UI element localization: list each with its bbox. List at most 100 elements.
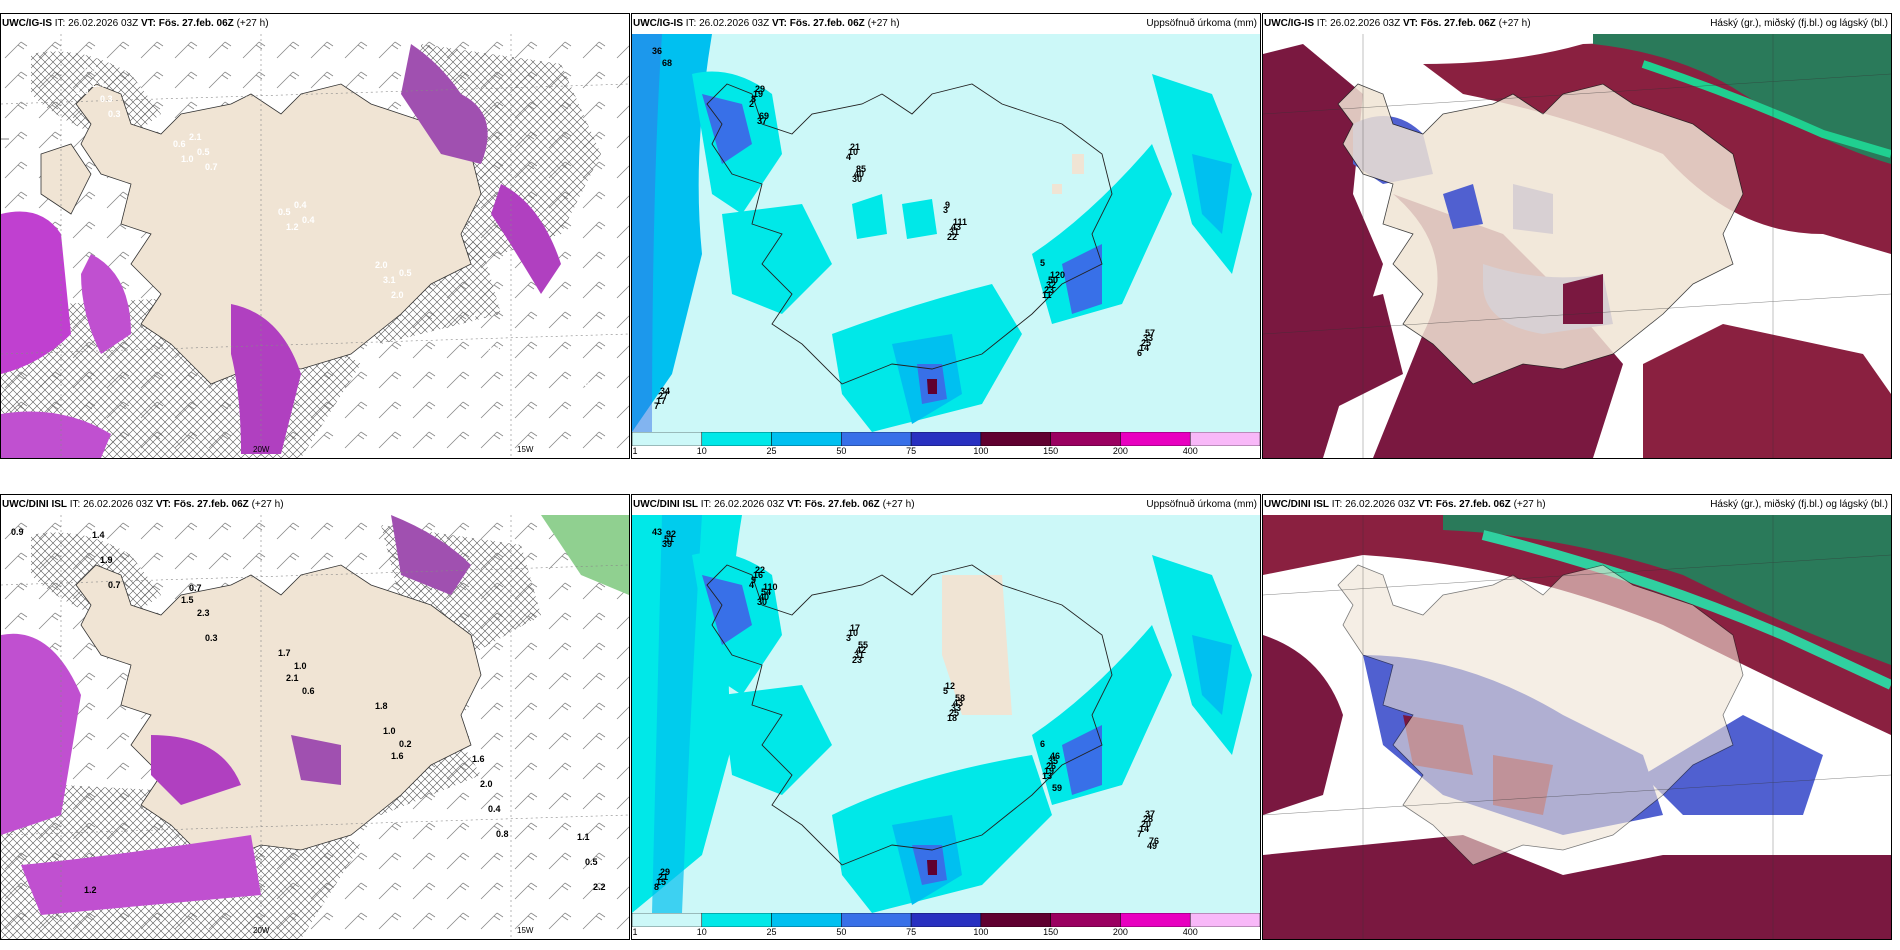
- panel-title: Uppsöfnuð úrkoma (mm): [1146, 18, 1257, 29]
- map-value-label: 3: [846, 633, 851, 643]
- map-value-label: 29: [660, 867, 670, 877]
- lead-time: (+27 h): [251, 499, 284, 510]
- map-value-label: 46: [1050, 751, 1060, 761]
- map-value-label: 3: [943, 205, 948, 215]
- map-value-label: 0.4: [593, 411, 606, 421]
- colorbar-swatch: [841, 432, 912, 446]
- map-value-label: 25: [1141, 338, 1151, 348]
- colorbar-swatch: [1120, 913, 1191, 927]
- map-value-label: 0.5: [278, 207, 291, 217]
- vt-label: VT:: [786, 499, 802, 510]
- colorbar-label: 1: [632, 446, 638, 456]
- precip-labels: 0.9 0.7 0.3 0.6 0.2 0.8 2.2 1.9 2.3 1.0 1.6 0.4 0.5 1…: [11, 527, 606, 895]
- map-value-label: 2.2: [593, 882, 606, 892]
- it-label: IT:: [700, 499, 712, 510]
- panel-dini-wind: UWC/DINI ISL IT: 26.02.2026 03Z VT: Fös.…: [0, 494, 630, 940]
- map-value-label: 37: [757, 116, 767, 126]
- map-value-label: 9: [945, 200, 950, 210]
- map-value-label: 43: [953, 698, 963, 708]
- init-time: 26.02.2026 03Z: [1345, 499, 1416, 510]
- colorbar-swatch: [1050, 432, 1121, 446]
- panel-header: UWC/IG-IS IT: 26.02.2026 03Z VT: Fös. 27…: [1263, 14, 1891, 34]
- map-value-label: 0.9: [84, 64, 97, 74]
- map-value-label: 40: [854, 169, 864, 179]
- colorbar-label: 25: [766, 927, 777, 937]
- map-value-label: 33: [1143, 333, 1153, 343]
- map-value-label: 68: [662, 58, 672, 68]
- map-value-label: 3.1: [383, 275, 396, 285]
- it-label: IT:: [54, 18, 66, 29]
- map-value-label: 36: [652, 46, 662, 56]
- map-value-label: 111: [953, 217, 967, 227]
- colorbar-label: 150: [1043, 446, 1059, 456]
- panel-header: UWC/DINI ISL IT: 26.02.2026 03Z VT: Fös.…: [632, 495, 1260, 515]
- map-value-label: 22: [947, 232, 957, 242]
- grid-label-15w: 15W: [517, 445, 534, 454]
- map-value-label: 0.8: [480, 328, 493, 338]
- it-label: IT:: [1331, 499, 1343, 510]
- it-label: IT:: [685, 18, 697, 29]
- map-value-label: 21: [850, 142, 860, 152]
- map-value-label: 8: [654, 882, 659, 892]
- map-value-label: 0.3: [205, 633, 218, 643]
- colorbar-label: 25: [766, 446, 777, 456]
- map-value-label: 2.0: [391, 290, 404, 300]
- map-value-label: 6: [1137, 348, 1142, 358]
- map-value-label: 20: [1141, 819, 1151, 829]
- map-value-label: 0.4: [488, 804, 501, 814]
- map-value-label: 30: [852, 174, 862, 184]
- lead-time: (+27 h): [236, 18, 269, 29]
- map-value-label: 2: [749, 99, 754, 109]
- map-value-label: 0.7: [205, 162, 218, 172]
- map-value-label: 31: [949, 227, 959, 237]
- panel-dini-clouds: UWC/DINI ISL IT: 26.02.2026 03Z VT: Fös.…: [1262, 494, 1892, 940]
- model-name: UWC/IG-IS: [633, 18, 683, 29]
- map-value-label: 2.3: [197, 608, 210, 618]
- map-area[interactable]: 43 4 3 5 6 7 8 9 10 12 13 14 15 16 17 18 19 20 21 22 23 25 26 2…: [632, 515, 1260, 913]
- it-label: IT:: [1316, 18, 1328, 29]
- map-value-label: 43: [951, 222, 961, 232]
- map-area[interactable]: 36 2 4 3 5 6 7 8 10 9 11 14 17 19 21 22 23 25 27 29 30 31 32 33…: [632, 34, 1260, 432]
- map-value-label: 0.6: [173, 139, 186, 149]
- map-value-label: 2.0: [480, 779, 493, 789]
- map-value-label: 1.9: [100, 555, 113, 565]
- lead-time: (+27 h): [1498, 18, 1531, 29]
- init-time: 26.02.2026 03Z: [1330, 18, 1401, 29]
- map-value-label: 35: [1048, 756, 1058, 766]
- map-value-label: 22: [755, 565, 765, 575]
- vt-label: VT:: [1402, 18, 1418, 29]
- map-value-label: 12: [945, 681, 955, 691]
- map-area[interactable]: [1263, 34, 1891, 458]
- map-value-label: 11: [1042, 290, 1052, 300]
- colorbar-label: 75: [906, 927, 917, 937]
- map-value-label: 1.6: [391, 751, 404, 761]
- map-value-label: 55: [858, 640, 868, 650]
- map-value-label: 32: [1046, 280, 1056, 290]
- map-value-label: 0.5: [577, 381, 590, 391]
- map-value-label: 0.3: [100, 94, 113, 104]
- map-value-label: 37: [1145, 809, 1155, 819]
- colorbar-label: 10: [696, 446, 707, 456]
- map-value-label: 1.2: [84, 885, 97, 895]
- map-value-label: 30: [757, 597, 767, 607]
- panel-dini-precip: UWC/DINI ISL IT: 26.02.2026 03Z VT: Fös.…: [631, 494, 1261, 940]
- map-area[interactable]: [1263, 515, 1891, 939]
- map-value-label: 5: [1040, 258, 1045, 268]
- precip-labels: 3624356781091114171921222325272930313233…: [652, 46, 1155, 411]
- map-area[interactable]: 0.9 0.7 0.3 0.6 0.2 0.8 2.2 1.9 2.3 1.0 1.6 0.4 0.5 1…: [1, 515, 629, 939]
- init-time: 26.02.2026 03Z: [83, 499, 154, 510]
- map-value-label: 4: [749, 580, 754, 590]
- map-area[interactable]: 0.4 0.3 0.7 0.4 0.5 0.5 0.4 0.3 0.5 0.4 2.0 1.1 1.2 2…: [1, 34, 629, 458]
- valid-time: Fös. 27.feb. 06Z: [1435, 499, 1511, 510]
- map-value-label: 1.0: [383, 726, 396, 736]
- map-value-label: 59: [1052, 783, 1062, 793]
- map-value-label: 28: [1143, 814, 1153, 824]
- map-value-label: 50: [1048, 275, 1058, 285]
- colorbar-swatch: [632, 913, 703, 927]
- map-value-label: 15: [656, 877, 666, 887]
- panel-ig-is-precip: UWC/IG-IS IT: 26.02.2026 03Z VT: Fös. 27…: [631, 13, 1261, 459]
- map-value-label: 57: [1145, 328, 1155, 338]
- colorbar-swatch: [980, 913, 1051, 927]
- colorbar-swatch: [980, 432, 1051, 446]
- map-value-label: 0.4: [294, 200, 307, 210]
